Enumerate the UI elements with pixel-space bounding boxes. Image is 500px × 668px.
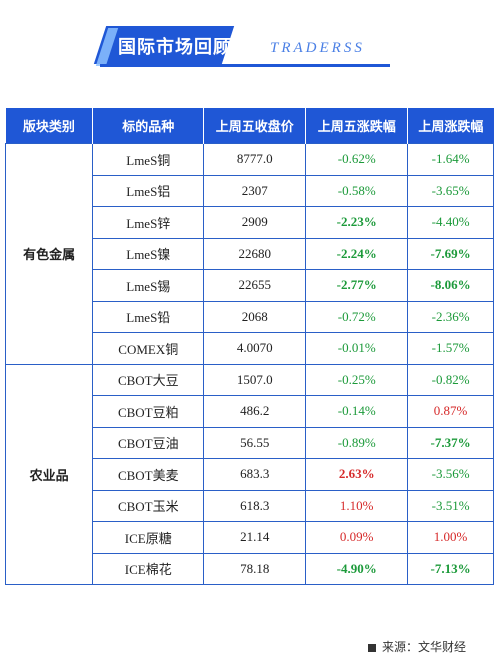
fri-change-cell: -0.58% bbox=[305, 174, 409, 207]
header-banner: 国际市场回顾 TRADERSS bbox=[0, 0, 500, 90]
fri-change-cell: -0.14% bbox=[305, 395, 409, 428]
col-header-category: 版块类别 bbox=[5, 108, 94, 144]
week-change-cell: -7.13% bbox=[407, 552, 494, 585]
instrument-cell: CBOT玉米 bbox=[92, 489, 205, 522]
instrument-cell: CBOT豆粕 bbox=[92, 395, 205, 428]
week-change-cell: -0.82% bbox=[407, 363, 494, 396]
close-price-cell: 21.14 bbox=[203, 521, 307, 554]
fri-change-cell: 2.63% bbox=[305, 458, 409, 491]
category-cell: 有色金属 bbox=[4, 143, 94, 365]
close-price-cell: 22680 bbox=[203, 237, 307, 270]
week-change-cell: 1.00% bbox=[407, 521, 494, 554]
square-bullet-icon bbox=[368, 643, 376, 652]
week-change-cell: -3.65% bbox=[407, 174, 494, 207]
table-row: 有色金属 LmeS铜 8777.0 -0.62% -1.64% bbox=[4, 143, 494, 365]
instrument-cell: CBOT豆油 bbox=[92, 426, 205, 459]
close-price-cell: 56.55 bbox=[203, 426, 307, 459]
table-row: LmeS锡 22655 -2.77% -8.06% bbox=[6, 269, 494, 302]
week-change-cell: -3.56% bbox=[407, 458, 494, 491]
close-price-cell: 2068 bbox=[203, 300, 307, 333]
fri-change-cell: -0.89% bbox=[305, 426, 409, 459]
week-change-cell: -1.57% bbox=[407, 332, 494, 365]
market-review-table: 版块类别 标的品种 上周五收盘价 上周五涨跌幅 上周涨跌幅 有色金属 LmeS铜 8… bbox=[4, 108, 494, 585]
col-header-instrument: 标的品种 bbox=[92, 108, 205, 144]
col-header-close: 上周五收盘价 bbox=[203, 108, 307, 144]
fri-change-cell: -0.62% bbox=[305, 143, 409, 176]
fri-change-cell: -2.23% bbox=[305, 206, 409, 239]
table-row: ICE原糖 21.14 0.09% 1.00% bbox=[6, 521, 494, 554]
instrument-cell: ICE棉花 bbox=[92, 552, 205, 585]
col-header-week-change: 上周涨跌幅 bbox=[407, 108, 494, 144]
instrument-cell: CBOT大豆 bbox=[92, 363, 205, 396]
fri-change-cell: -0.25% bbox=[305, 363, 409, 396]
col-header-fri-change: 上周五涨跌幅 bbox=[305, 108, 409, 144]
close-price-cell: 2307 bbox=[203, 174, 307, 207]
table-body: 有色金属 LmeS铜 8777.0 -0.62% -1.64% LmeS铝 2307 -0.5… bbox=[4, 143, 494, 585]
fri-change-cell: 1.10% bbox=[305, 489, 409, 522]
week-change-cell: -2.36% bbox=[407, 300, 494, 333]
fri-change-cell: -2.24% bbox=[305, 237, 409, 270]
table-row: LmeS铝 2307 -0.58% -3.65% bbox=[6, 174, 494, 207]
fri-change-cell: -0.01% bbox=[305, 332, 409, 365]
table-header-row: 版块类别 标的品种 上周五收盘价 上周五涨跌幅 上周涨跌幅 bbox=[5, 108, 494, 144]
instrument-cell: LmeS镍 bbox=[92, 237, 205, 270]
table-row: LmeS锌 2909 -2.23% -4.40% bbox=[6, 206, 494, 239]
week-change-cell: -4.40% bbox=[407, 206, 494, 239]
table-row: CBOT豆粕 486.2 -0.14% 0.87% bbox=[6, 395, 494, 428]
close-price-cell: 4.0070 bbox=[203, 332, 307, 365]
week-change-cell: 0.87% bbox=[407, 395, 494, 428]
category-cell: 农业品 bbox=[4, 363, 94, 585]
table-row: COMEX铜 4.0070 -0.01% -1.57% bbox=[6, 332, 494, 365]
fri-change-cell: -2.77% bbox=[305, 269, 409, 302]
close-price-cell: 22655 bbox=[203, 269, 307, 302]
instrument-cell: CBOT美麦 bbox=[92, 458, 205, 491]
instrument-cell: ICE原糖 bbox=[92, 521, 205, 554]
week-change-cell: -1.64% bbox=[407, 143, 494, 176]
close-price-cell: 683.3 bbox=[203, 458, 307, 491]
close-price-cell: 8777.0 bbox=[203, 143, 307, 176]
instrument-cell: LmeS铜 bbox=[92, 143, 205, 176]
fri-change-cell: -0.72% bbox=[305, 300, 409, 333]
instrument-cell: LmeS锌 bbox=[92, 206, 205, 239]
fri-change-cell: -4.90% bbox=[305, 552, 409, 585]
fri-change-cell: 0.09% bbox=[305, 521, 409, 554]
instrument-cell: COMEX铜 bbox=[92, 332, 205, 365]
close-price-cell: 1507.0 bbox=[203, 363, 307, 396]
page-title: 国际市场回顾 bbox=[118, 37, 232, 58]
table-row: LmeS铅 2068 -0.72% -2.36% bbox=[6, 300, 494, 333]
week-change-cell: -7.69% bbox=[407, 237, 494, 270]
instrument-cell: LmeS铅 bbox=[92, 300, 205, 333]
page-subtitle: TRADERSS bbox=[270, 40, 365, 56]
week-change-cell: -8.06% bbox=[407, 269, 494, 302]
table-row: CBOT豆油 56.55 -0.89% -7.37% bbox=[6, 426, 494, 459]
close-price-cell: 2909 bbox=[203, 206, 307, 239]
table-row: 农业品 CBOT大豆 1507.0 -0.25% -0.82% bbox=[4, 363, 494, 585]
close-price-cell: 78.18 bbox=[203, 552, 307, 585]
table-row: LmeS镍 22680 -2.24% -7.69% bbox=[6, 237, 494, 270]
instrument-cell: LmeS铝 bbox=[92, 174, 205, 207]
week-change-cell: -3.51% bbox=[407, 489, 494, 522]
close-price-cell: 618.3 bbox=[203, 489, 307, 522]
week-change-cell: -7.37% bbox=[407, 426, 494, 459]
header-underline bbox=[100, 64, 390, 67]
source-footer: 来源：文华财经 bbox=[368, 638, 466, 655]
close-price-cell: 486.2 bbox=[203, 395, 307, 428]
instrument-cell: LmeS锡 bbox=[92, 269, 205, 302]
table-row: ICE棉花 78.18 -4.90% -7.13% bbox=[6, 552, 494, 585]
source-text: 来源：文华财经 bbox=[382, 640, 467, 654]
